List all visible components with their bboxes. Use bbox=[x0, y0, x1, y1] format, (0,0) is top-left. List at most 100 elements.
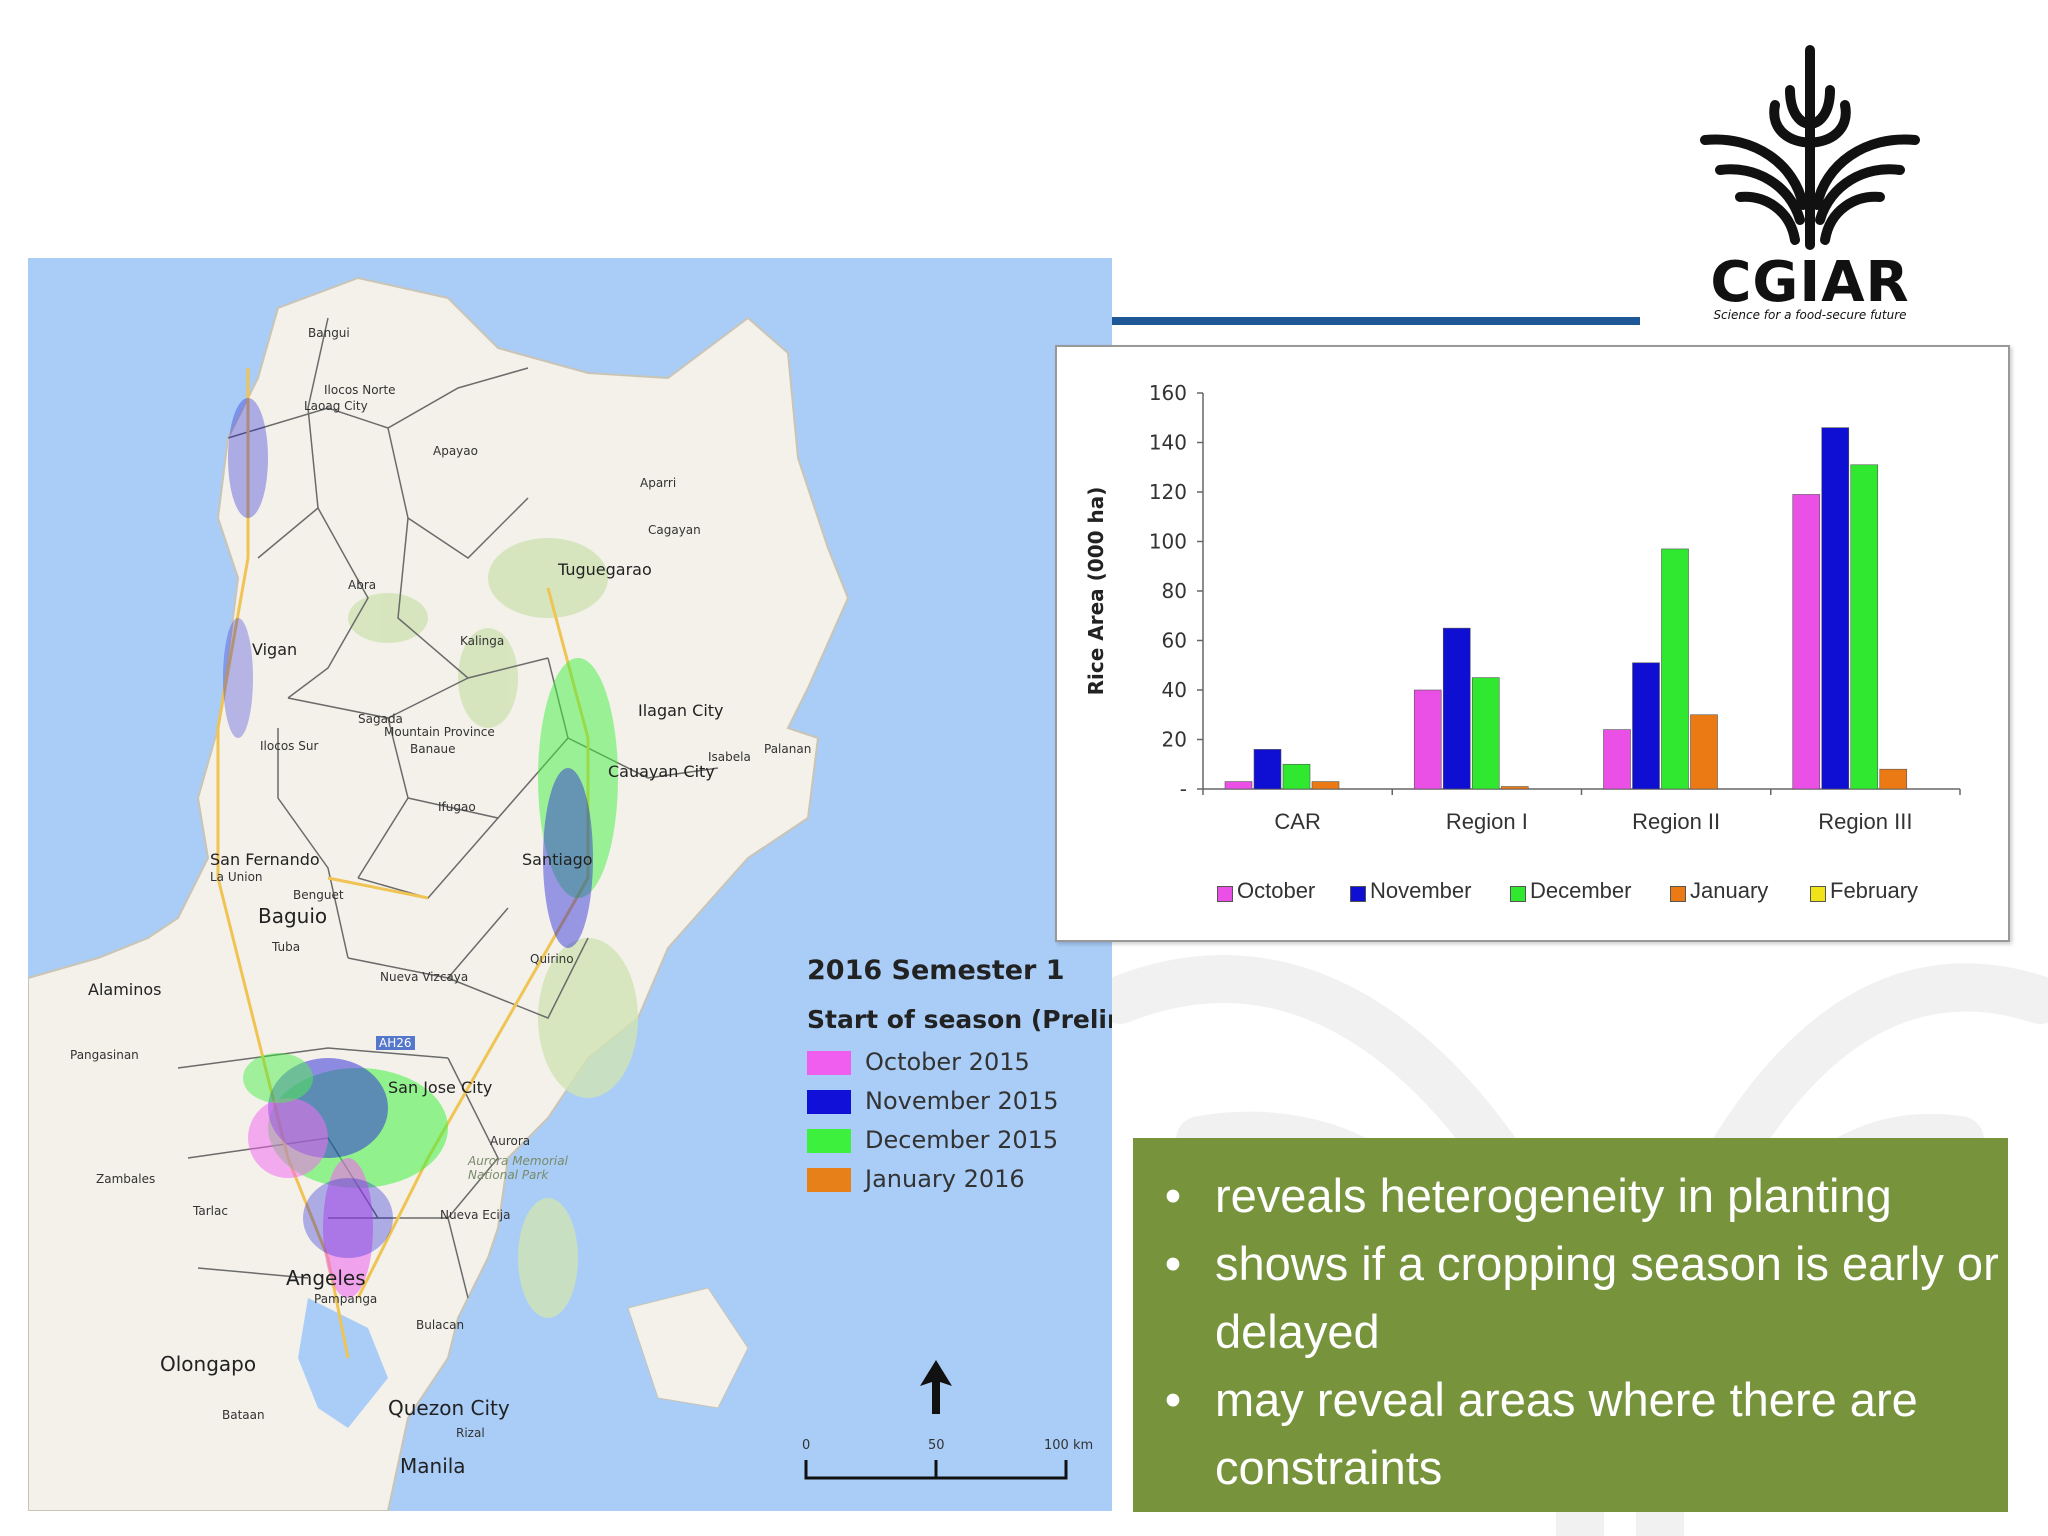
place-label: Zambales bbox=[96, 1172, 156, 1186]
place-label: Tarlac bbox=[193, 1204, 228, 1218]
key-point: • reveals heterogeneity in planting bbox=[1133, 1162, 2008, 1230]
place-label: Olongapo bbox=[160, 1352, 257, 1376]
key-point: • shows if a cropping season is early or … bbox=[1133, 1230, 2008, 1366]
highway-shield: AH26 bbox=[376, 1036, 415, 1050]
place-label: Isabela bbox=[708, 750, 751, 764]
y-tick-label: 20 bbox=[1162, 728, 1187, 752]
place-label: Nueva Vizcaya bbox=[380, 970, 469, 984]
place-label: Bangui bbox=[308, 326, 350, 340]
x-category-label: Region I bbox=[1446, 809, 1528, 834]
legend-label: October 2015 bbox=[865, 1048, 1030, 1076]
scale-label: 50 bbox=[928, 1438, 945, 1453]
bar bbox=[1311, 781, 1340, 790]
place-label: La Union bbox=[210, 870, 263, 884]
place-label: Nueva Ecija bbox=[440, 1208, 511, 1222]
place-label: Angeles bbox=[286, 1266, 366, 1290]
place-label: Aurora bbox=[490, 1134, 531, 1148]
bullet-icon: • bbox=[1164, 1169, 1182, 1222]
legend-swatch bbox=[807, 1090, 851, 1114]
island-east bbox=[627, 1287, 749, 1409]
place-label: Quezon City bbox=[388, 1396, 510, 1420]
chart-legend-swatch bbox=[1670, 886, 1686, 902]
bar bbox=[1661, 548, 1689, 790]
chart-legend-swatch bbox=[1217, 886, 1233, 902]
place-label: Ilagan City bbox=[638, 701, 724, 720]
y-tick-label: 160 bbox=[1149, 381, 1187, 405]
legend-swatch bbox=[807, 1168, 851, 1192]
key-point: • may reveal areas where there are constr… bbox=[1133, 1366, 2008, 1502]
x-category-label: Region II bbox=[1632, 809, 1720, 834]
bar bbox=[1442, 627, 1471, 790]
bar bbox=[1500, 786, 1529, 790]
place-label: Ilocos Sur bbox=[260, 739, 319, 753]
place-label: San Jose City bbox=[388, 1078, 493, 1097]
place-label: Laoag City bbox=[304, 399, 368, 413]
key-points-list: • reveals heterogeneity in planting • show… bbox=[1133, 1162, 2008, 1502]
legend-label: January 2016 bbox=[865, 1165, 1025, 1193]
y-axis-label: Rice Area (000 ha) bbox=[1084, 487, 1108, 696]
chart-legend: October November December January February bbox=[1217, 877, 1977, 907]
place-label: San Fernando bbox=[210, 850, 320, 869]
place-label: Aurora Memorial National Park bbox=[468, 1154, 568, 1182]
bar bbox=[1282, 763, 1311, 790]
place-label: Banaue bbox=[410, 742, 456, 756]
land-mass bbox=[28, 276, 850, 1511]
map-canvas bbox=[28, 276, 850, 1511]
chart-legend-label: January bbox=[1690, 878, 1769, 903]
place-label: Benguet bbox=[293, 888, 344, 902]
north-arrow-icon bbox=[920, 1360, 952, 1414]
x-category-label: Region III bbox=[1818, 809, 1912, 834]
bar bbox=[1879, 768, 1908, 790]
chart-plot: - 20 40 60 80 100 120 140 160 Rice Area (000 ha) C… bbox=[1084, 381, 1961, 834]
chart-legend-label: December bbox=[1530, 878, 1632, 903]
place-label: Apayao bbox=[433, 444, 478, 458]
place-label: Ifugao bbox=[438, 800, 476, 814]
luzon-rice-map: Bangui Ilocos Norte Laoag City Apayao Ap… bbox=[28, 258, 1112, 1511]
place-label: Sagada bbox=[358, 712, 403, 726]
place-label: Cauayan City bbox=[608, 762, 715, 781]
wheat-emblem-icon bbox=[1700, 45, 1920, 250]
chart-legend-swatch bbox=[1810, 886, 1826, 902]
legend-swatch bbox=[807, 1129, 851, 1153]
legend-label: December 2015 bbox=[865, 1126, 1059, 1154]
place-label: Vigan bbox=[252, 640, 298, 659]
bar bbox=[1471, 677, 1500, 790]
bar bbox=[1632, 662, 1660, 790]
place-label: Tuba bbox=[272, 940, 301, 954]
bar bbox=[1224, 781, 1253, 790]
place-label: Pangasinan bbox=[70, 1048, 139, 1062]
place-label: Abra bbox=[348, 578, 377, 592]
bullet-icon: • bbox=[1164, 1373, 1182, 1426]
header-rule bbox=[1112, 317, 1640, 325]
x-category-label: CAR bbox=[1274, 809, 1320, 834]
legend-label: November 2015 bbox=[865, 1087, 1059, 1115]
chart-legend-label: February bbox=[1830, 878, 1919, 903]
place-label: Bulacan bbox=[416, 1318, 465, 1332]
chart-legend-label: October bbox=[1237, 878, 1316, 903]
chart-legend-label: November bbox=[1370, 878, 1472, 903]
bullet-icon: • bbox=[1164, 1237, 1182, 1290]
chart-legend-swatch bbox=[1510, 886, 1526, 902]
place-label: Kalinga bbox=[460, 634, 505, 648]
place-label: Alaminos bbox=[88, 980, 162, 999]
place-label: Bataan bbox=[222, 1408, 265, 1422]
place-label: Quirino bbox=[530, 952, 574, 966]
bar bbox=[1850, 464, 1879, 790]
logo-wordmark: CGIAR bbox=[1710, 250, 1910, 315]
cgiar-logo: CGIAR Science for a food-secure future bbox=[1695, 45, 1925, 330]
bar bbox=[1253, 749, 1282, 790]
place-label: Cagayan bbox=[648, 523, 701, 537]
place-label: Tuguegarao bbox=[558, 560, 652, 579]
y-tick-label: - bbox=[1180, 777, 1187, 801]
key-point-text: reveals heterogeneity in planting bbox=[1215, 1169, 1892, 1222]
place-label: Pampanga bbox=[314, 1292, 378, 1306]
bay bbox=[298, 1298, 388, 1428]
bar bbox=[1603, 729, 1631, 790]
place-label: Palanan bbox=[764, 742, 812, 756]
place-label: Rizal bbox=[456, 1426, 485, 1440]
y-tick-label: 120 bbox=[1149, 480, 1187, 504]
y-tick-label: 100 bbox=[1149, 530, 1187, 554]
map-legend-subtitle: Start of season (Prelimin bbox=[807, 1005, 1112, 1034]
key-points-box: • reveals heterogeneity in planting • show… bbox=[1133, 1138, 2008, 1512]
map-legend-title: 2016 Semester 1 bbox=[807, 955, 1065, 986]
